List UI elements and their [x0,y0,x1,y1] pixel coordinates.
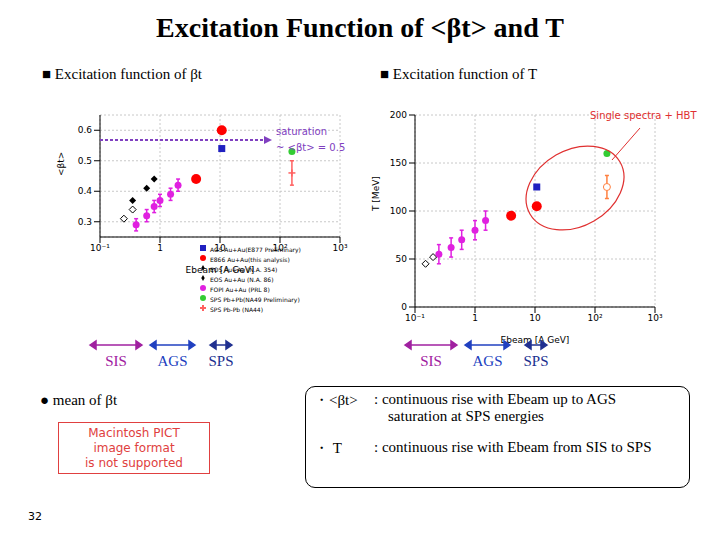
svg-text:150: 150 [390,158,407,168]
svg-text:0.3: 0.3 [78,217,92,227]
svg-text:10⁻¹: 10⁻¹ [90,243,110,253]
svg-text:10²: 10² [587,313,602,323]
svg-text:10³: 10³ [647,313,662,323]
svg-text:1: 1 [472,313,478,323]
svg-text:T [MeV]: T [MeV] [371,176,381,212]
svg-text:0.4: 0.4 [78,186,93,196]
svg-text:10: 10 [529,313,541,323]
svg-text:10²: 10² [272,243,287,253]
svg-text:10³: 10³ [332,243,347,253]
svg-text:50: 50 [396,254,408,264]
svg-text:10: 10 [214,243,226,253]
svg-text:100: 100 [390,206,407,216]
svg-text:1: 1 [157,243,163,253]
svg-text:Ebeam [A GeV]: Ebeam [A GeV] [501,335,570,345]
svg-text:0: 0 [401,302,407,312]
svg-text:10⁻¹: 10⁻¹ [405,313,425,323]
svg-text:<βt>: <βt> [56,152,66,176]
svg-text:Ebeam [A GeV]: Ebeam [A GeV] [186,265,255,275]
svg-text:0.6: 0.6 [78,125,93,135]
svg-text:0.5: 0.5 [78,156,92,166]
svg-text:200: 200 [390,110,407,120]
